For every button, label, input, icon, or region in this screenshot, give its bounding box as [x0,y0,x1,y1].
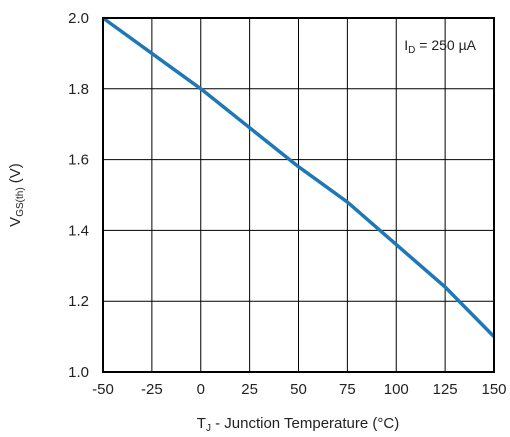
x-tick-label: 25 [241,381,258,398]
x-tick-label: 0 [197,381,205,398]
y-tick-labels: 1.0 1.2 1.4 1.6 1.8 2.0 [68,10,89,381]
id-condition-annotation: ID = 250 µA [404,37,476,56]
x-tick-label: -50 [92,381,114,398]
y-axis-label: VGS(th) (V) [7,163,26,227]
y-tick-label: 1.8 [68,81,89,98]
x-tick-label: 125 [433,381,458,398]
series-layer [101,16,496,338]
grid-lines [102,17,495,373]
y-tick-label: 1.4 [68,222,89,239]
y-tick-label: 1.2 [68,293,89,310]
x-tick-label: 150 [481,381,506,398]
y-tick-label: 1.0 [68,364,89,381]
x-tick-label: 50 [290,381,307,398]
x-axis-label: TJ - Junction Temperature (°C) [197,415,399,434]
x-tick-labels: -50 -25 0 25 50 75 100 125 150 [92,381,506,398]
x-tick-label: 75 [339,381,356,398]
vgs-th-series-line [101,16,496,338]
plot-frame [102,17,495,373]
y-tick-label: 2.0 [68,10,89,27]
x-tick-label: 100 [384,381,409,398]
x-tick-label: -25 [141,381,163,398]
y-tick-label: 1.6 [68,152,89,169]
